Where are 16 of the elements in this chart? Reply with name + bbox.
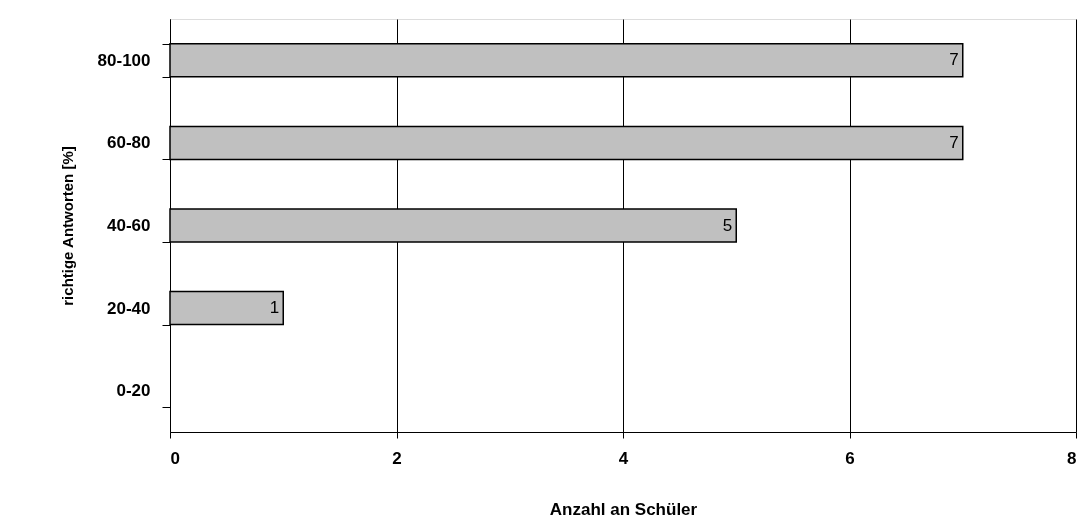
y-tick-label: 60-80 <box>107 133 151 153</box>
x-tick-label: 0 <box>170 448 180 468</box>
y-axis-title: richtige Antworten [%] <box>58 146 76 306</box>
data-label: 1 <box>269 298 280 318</box>
data-label: 5 <box>722 215 733 235</box>
y-tick-label: 20-40 <box>107 298 151 318</box>
data-label: 7 <box>949 132 959 152</box>
y-tick-label: 40-60 <box>107 216 151 235</box>
x-tick-label: 6 <box>845 448 855 468</box>
x-axis-title: Anzahl an Schüler <box>549 499 698 519</box>
x-tick-label: 4 <box>618 448 629 468</box>
y-tick-label: 0-20 <box>116 381 151 401</box>
x-tick-label: 8 <box>1067 448 1077 468</box>
y-tick-label: 80-100 <box>97 50 151 70</box>
data-label: 7 <box>949 50 959 70</box>
x-tick-label: 2 <box>392 448 402 468</box>
